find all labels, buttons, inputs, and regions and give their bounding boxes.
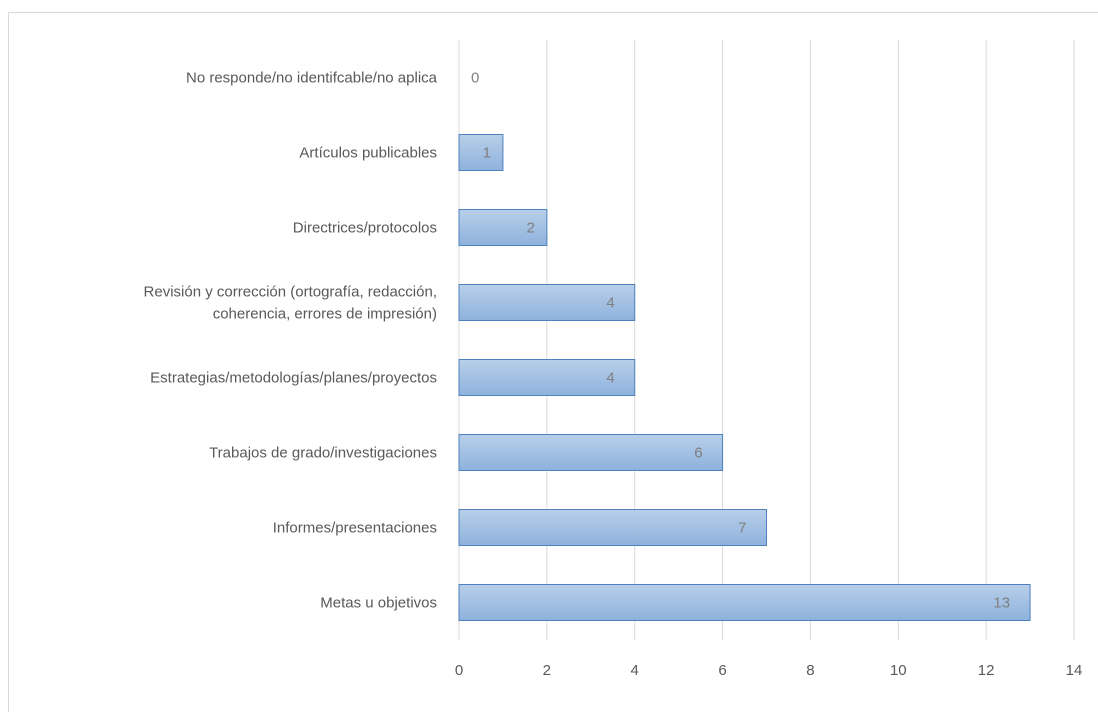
bar (458, 434, 724, 471)
bars (458, 134, 1031, 621)
category-label: No responde/no identifcable/no aplica (186, 70, 438, 87)
data-label: 6 (694, 445, 702, 462)
x-tick-label: 0 (455, 662, 463, 679)
data-label: 7 (738, 520, 746, 537)
gridlines (458, 40, 1075, 640)
bar (458, 359, 636, 396)
category-label: Metas u objetivos (320, 595, 437, 612)
data-label: 4 (606, 370, 614, 387)
horizontal-bar-chart: No responde/no identifcable/no aplica Art… (144, 40, 1083, 679)
category-label: Trabajos de grado/investigaciones (209, 445, 437, 462)
x-tick-label: 10 (890, 662, 907, 679)
category-label: Artículos publicables (299, 145, 437, 162)
x-tick-label: 12 (978, 662, 995, 679)
category-label: Informes/presentaciones (273, 520, 437, 537)
category-label: Directrices/protocolos (293, 220, 437, 237)
x-tick-label: 2 (543, 662, 551, 679)
data-label: 13 (993, 595, 1010, 612)
x-tick-label: 8 (806, 662, 814, 679)
data-labels: 0 1 2 4 4 6 7 13 (471, 70, 1010, 612)
x-axis-ticks: 0 2 4 6 8 10 12 14 (455, 662, 1083, 679)
bar (458, 209, 548, 246)
data-label: 4 (606, 295, 614, 312)
category-label: Estrategias/metodologías/planes/proyecto… (150, 370, 437, 387)
category-labels: No responde/no identifcable/no aplica Art… (144, 70, 438, 612)
bar (458, 584, 1031, 621)
bar (458, 134, 504, 171)
x-tick-label: 6 (718, 662, 726, 679)
data-label: 2 (527, 220, 535, 237)
bar (458, 284, 636, 321)
data-label: 1 (483, 145, 491, 162)
x-tick-label: 4 (631, 662, 639, 679)
bar (458, 509, 767, 546)
category-label: Revisión y corrección (ortografía, redac… (144, 284, 437, 323)
x-tick-label: 14 (1066, 662, 1083, 679)
chart-frame (8, 12, 1098, 712)
data-label: 0 (471, 70, 479, 87)
